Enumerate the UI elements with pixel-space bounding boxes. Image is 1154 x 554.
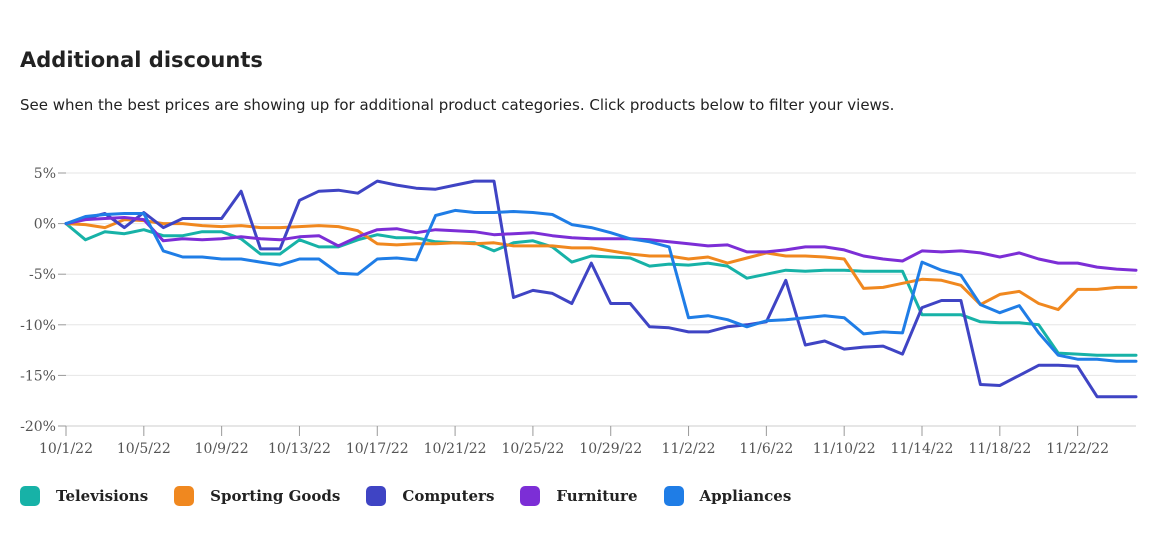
legend-label: Sporting Goods <box>210 487 341 505</box>
x-tick-label: 11/6/22 <box>739 441 793 457</box>
legend-swatch <box>20 486 40 506</box>
series-line-computers[interactable] <box>64 179 1138 399</box>
series-line-appliances[interactable] <box>64 208 1138 363</box>
legend-item-televisions[interactable]: Televisions <box>20 486 148 506</box>
x-tick-label: 10/17/22 <box>346 441 409 457</box>
y-tick-label: 0% <box>34 217 56 233</box>
legend-label: Computers <box>402 487 495 505</box>
legend-swatch <box>520 486 541 506</box>
x-tick-label: 11/18/22 <box>968 441 1031 457</box>
x-tick-label: 10/25/22 <box>501 441 564 457</box>
x-tick-label: 10/1/22 <box>39 441 93 457</box>
y-tick-label: -10% <box>20 318 56 334</box>
y-tick-label: -15% <box>20 368 56 384</box>
legend: Televisions Sporting Goods Computers Furnit… <box>20 486 817 506</box>
x-tick-label: 10/13/22 <box>268 441 331 457</box>
y-tick-label: -20% <box>20 419 56 435</box>
x-tick-label: 10/5/22 <box>117 441 171 457</box>
legend-swatch <box>174 486 195 506</box>
axes: 5% 0% -5% -10% -15% -20% 10/1/22 10/5/22 10/9/22… <box>20 166 1136 457</box>
series-lines <box>64 179 1138 399</box>
page-subtitle: See when the best prices are showing up … <box>20 96 895 114</box>
legend-item-computers[interactable]: Computers <box>366 486 494 506</box>
x-tick-label: 11/2/22 <box>662 441 716 457</box>
y-tick-label: 5% <box>34 166 56 182</box>
x-tick-label: 10/21/22 <box>424 441 487 457</box>
x-tick-label: 10/9/22 <box>195 441 249 457</box>
series-line-sporting-goods[interactable] <box>64 218 1138 312</box>
x-tick-label: 10/29/22 <box>579 441 642 457</box>
legend-swatch <box>366 486 387 506</box>
line-chart: 5% 0% -5% -10% -15% -20% 10/1/22 10/5/22 10/9/22… <box>20 166 1138 457</box>
legend-item-furniture[interactable]: Furniture <box>520 486 638 506</box>
series-line-televisions[interactable] <box>64 222 1138 357</box>
chart-area: 5% 0% -5% -10% -15% -20% 10/1/22 10/5/22 10/9/22… <box>0 150 1154 470</box>
legend-swatch <box>663 486 684 506</box>
y-tick-label: -5% <box>29 267 56 283</box>
legend-item-appliances[interactable]: Appliances <box>663 486 792 506</box>
page-title: Additional discounts <box>20 48 263 72</box>
legend-label: Furniture <box>556 487 638 505</box>
x-tick-label: 11/10/22 <box>813 441 876 457</box>
x-tick-label: 11/22/22 <box>1046 441 1109 457</box>
legend-label: Appliances <box>699 487 792 505</box>
x-tick-label: 11/14/22 <box>891 441 954 457</box>
series-line-furniture[interactable] <box>64 216 1138 272</box>
legend-label: Televisions <box>56 487 149 505</box>
legend-item-sporting-goods[interactable]: Sporting Goods <box>174 486 340 506</box>
